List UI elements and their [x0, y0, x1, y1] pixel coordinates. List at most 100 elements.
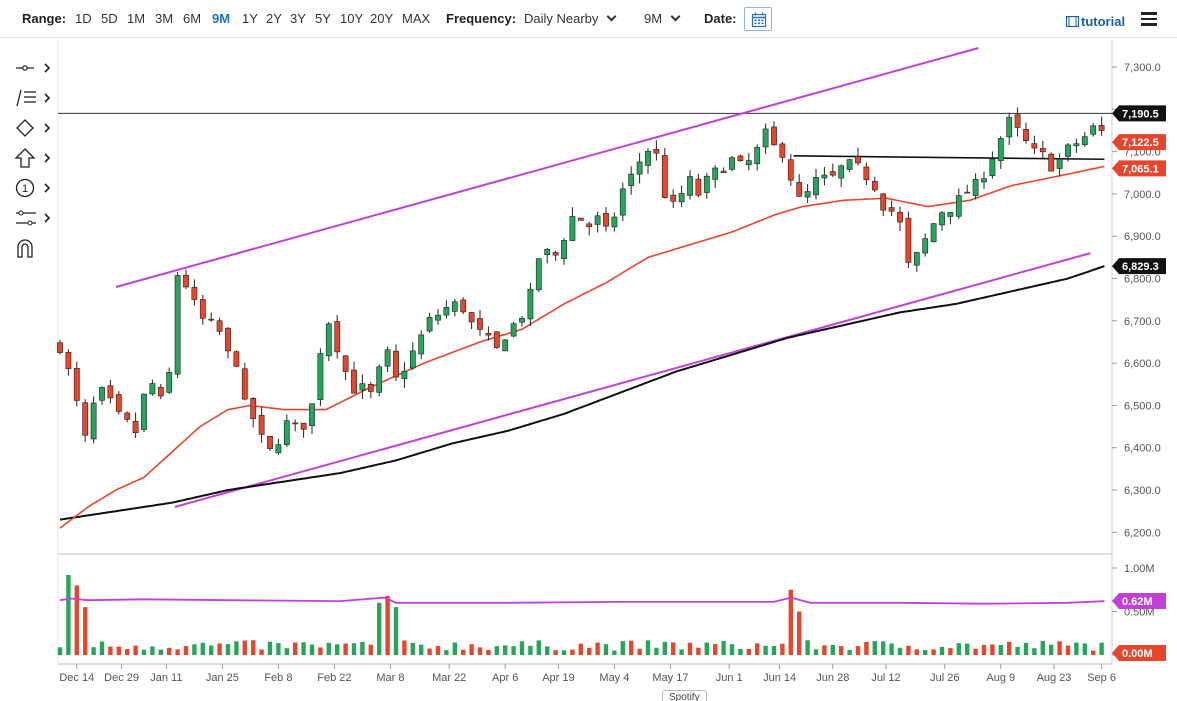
volume-bar — [755, 643, 760, 655]
volume-bar — [57, 647, 63, 655]
range-1d[interactable]: 1D — [75, 11, 92, 26]
volume-bar — [116, 646, 121, 655]
volume-bar — [906, 645, 911, 655]
candle-down — [258, 415, 265, 435]
volume-bar — [217, 643, 222, 655]
candle-down — [771, 126, 777, 146]
volume-bar — [629, 640, 634, 655]
tutorial-label: tutorial — [1081, 14, 1126, 29]
period-select[interactable]: 9M — [644, 11, 681, 26]
tutorial-link[interactable]: tutorial — [1065, 14, 1126, 29]
crosshair-tool-icon[interactable] — [12, 56, 52, 80]
candle-up — [502, 339, 509, 352]
y-tick-label: 6,700.0 — [1124, 316, 1161, 328]
range-1m[interactable]: 1M — [127, 11, 146, 26]
range-max[interactable]: MAX — [402, 11, 431, 26]
shapes-tool-icon[interactable] — [12, 116, 52, 140]
candle-down — [65, 351, 72, 369]
candle-up — [972, 178, 979, 196]
volume-bar — [1040, 641, 1045, 655]
candle-up — [561, 240, 567, 260]
hamburger-menu-icon[interactable] — [1141, 12, 1157, 26]
candle-up — [989, 158, 996, 176]
volume-bar — [545, 646, 550, 655]
magnet-icon[interactable] — [12, 236, 52, 260]
date-picker-button[interactable] — [744, 7, 772, 31]
volume-bar — [948, 648, 953, 655]
volume-bar — [234, 641, 239, 655]
drawing-tools-icon[interactable] — [12, 86, 52, 110]
candle-down — [233, 351, 240, 367]
candle-up — [99, 387, 105, 401]
x-tick-label: Mar 8 — [376, 672, 404, 684]
resistance-line — [793, 155, 1105, 161]
volume-bar — [671, 642, 676, 655]
volume-bar — [66, 574, 71, 655]
volume-bar — [419, 644, 424, 655]
volume-bar — [83, 607, 88, 655]
volume-bar — [889, 643, 894, 655]
volume-bar — [914, 649, 919, 655]
period-value: 9M — [644, 11, 663, 26]
arrow-tool-icon[interactable] — [12, 146, 52, 170]
range-10y[interactable]: 10Y — [340, 11, 364, 26]
volume-bar — [839, 646, 844, 655]
volume-tick-label: 0.50M — [1124, 607, 1155, 619]
candle-up — [535, 258, 542, 291]
frequency-select[interactable]: Daily Nearby — [524, 11, 617, 26]
range-2y[interactable]: 2Y — [266, 11, 282, 26]
volume-bar — [704, 642, 709, 655]
y-tick-label: 6,900.0 — [1124, 231, 1161, 243]
range-9m[interactable]: 9M — [212, 11, 231, 26]
range-20y[interactable]: 20Y — [370, 11, 394, 26]
volume-bar — [553, 650, 558, 655]
volume-badge-label: 0.00M — [1122, 648, 1153, 660]
volume-bar — [259, 649, 264, 655]
tooltip: Spotify — [662, 690, 707, 701]
candle-up — [569, 216, 576, 241]
range-3m[interactable]: 3M — [155, 11, 174, 26]
volume-bar — [385, 595, 390, 655]
x-tick-label: Jun 14 — [763, 672, 796, 684]
candle-up — [275, 444, 282, 454]
candle-down — [552, 252, 559, 256]
volume-bar — [813, 649, 819, 655]
annotation-number-icon[interactable]: 1 — [12, 176, 52, 200]
candle-up — [1065, 144, 1071, 157]
volume-bar — [956, 643, 961, 655]
candle-up — [435, 314, 441, 321]
candle-down — [863, 166, 870, 181]
volume-bar — [847, 649, 852, 655]
range-1y[interactable]: 1Y — [242, 11, 258, 26]
candle-up — [519, 317, 525, 323]
volume-bar — [410, 642, 415, 655]
range-6m[interactable]: 6M — [183, 11, 202, 26]
range-3y[interactable]: 3Y — [290, 11, 306, 26]
volume-bar — [486, 649, 491, 655]
volume-bar — [158, 649, 163, 655]
volume-bar — [1023, 642, 1029, 655]
volume-bar — [746, 648, 751, 655]
volume-badge-label: 0.62M — [1122, 596, 1153, 608]
candle-down — [871, 180, 878, 191]
candle-down — [300, 422, 307, 430]
candle-up — [645, 151, 651, 166]
volume-bar — [738, 648, 743, 655]
volume-bar — [141, 649, 147, 655]
range-5y[interactable]: 5Y — [315, 11, 331, 26]
volume-badge: 0.62M — [1112, 593, 1166, 610]
x-tick-label: Dec 14 — [59, 672, 94, 684]
range-5d[interactable]: 5D — [101, 11, 118, 26]
channel-upper-line — [115, 47, 979, 288]
y-tick-label: 7,000.0 — [1124, 189, 1161, 201]
volume-bar — [225, 644, 231, 655]
candle-up — [1006, 117, 1013, 138]
candle-up — [997, 138, 1004, 162]
volume-bar — [251, 640, 256, 655]
y-tick-label: 6,400.0 — [1124, 443, 1161, 455]
measure-tool-icon[interactable] — [12, 206, 52, 230]
chevron-down-icon — [606, 11, 617, 22]
candle-down — [779, 143, 786, 158]
candle-down — [720, 170, 727, 174]
